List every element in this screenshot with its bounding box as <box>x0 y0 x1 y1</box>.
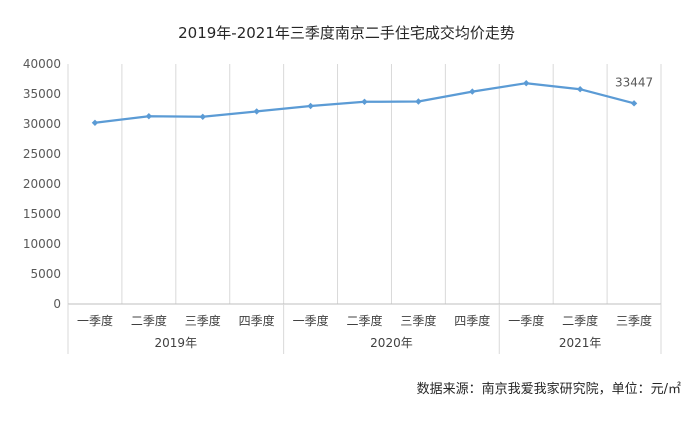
year-group-label: 2019年 <box>155 336 198 350</box>
y-tick-label: 5000 <box>30 267 61 281</box>
data-point <box>253 108 260 115</box>
x-tick-label: 二季度 <box>562 313 598 328</box>
data-point <box>630 100 638 107</box>
data-point <box>307 102 314 110</box>
x-tick-label: 三季度 <box>616 313 652 328</box>
y-tick-label: 15000 <box>23 207 61 221</box>
data-point <box>145 113 153 120</box>
y-tick-label: 25000 <box>23 147 61 161</box>
x-tick-label: 一季度 <box>77 313 113 328</box>
year-group-label: 2021年 <box>559 336 602 350</box>
x-tick-label: 一季度 <box>508 313 544 328</box>
data-point <box>415 98 422 105</box>
y-tick-label: 35000 <box>23 87 61 101</box>
y-tick-label: 20000 <box>23 177 61 191</box>
data-point <box>523 80 530 87</box>
chart-title: 2019年-2021年三季度南京二手住宅成交均价走势 <box>178 24 515 42</box>
data-point <box>361 98 368 105</box>
data-label: 33447 <box>615 75 653 89</box>
y-tick-label: 0 <box>53 297 61 311</box>
x-tick-label: 四季度 <box>454 313 490 328</box>
y-tick-label: 40000 <box>23 57 61 71</box>
y-tick-label: 10000 <box>23 237 61 251</box>
source-note: 数据来源：南京我爱我家研究院，单位：元/㎡ <box>416 382 681 397</box>
data-point <box>91 119 99 126</box>
x-tick-label: 三季度 <box>185 313 221 328</box>
data-point <box>576 86 584 93</box>
x-tick-label: 二季度 <box>346 313 382 328</box>
data-point <box>199 113 206 120</box>
year-group-label: 2020年 <box>370 336 413 350</box>
data-point <box>469 88 476 95</box>
y-tick-label: 30000 <box>23 117 61 131</box>
x-tick-label: 二季度 <box>131 313 167 328</box>
x-tick-label: 一季度 <box>293 313 329 328</box>
x-tick-label: 四季度 <box>239 313 275 328</box>
x-tick-label: 三季度 <box>400 313 436 328</box>
